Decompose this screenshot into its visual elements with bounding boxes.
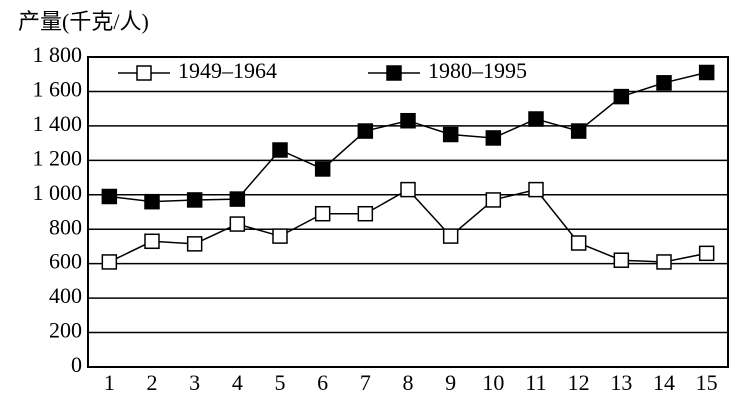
- point: [229, 191, 246, 207]
- y-tick-label: 1 800: [33, 42, 83, 67]
- point: [186, 192, 203, 208]
- point: [400, 181, 416, 198]
- y-tick-label: 800: [49, 214, 82, 239]
- point: [314, 205, 331, 222]
- y-tick-label: 1 000: [33, 180, 83, 205]
- legend-marker: [386, 65, 402, 81]
- x-tick-label: 9: [445, 370, 456, 395]
- x-tick-label: 3: [189, 370, 200, 395]
- x-tick-label: 6: [317, 370, 328, 395]
- x-tick-label: 1: [104, 370, 115, 395]
- point: [656, 254, 672, 270]
- y-tick-label: 600: [49, 249, 82, 274]
- y-tick-label: 1 400: [33, 111, 83, 136]
- point: [314, 161, 331, 177]
- point: [485, 192, 502, 208]
- point: [528, 181, 544, 198]
- y-tick-label: 0: [71, 352, 82, 377]
- point: [570, 235, 587, 251]
- point: [101, 188, 118, 205]
- point: [400, 112, 416, 129]
- point: [272, 228, 288, 244]
- x-tick-label: 2: [147, 370, 158, 395]
- x-tick-label: 13: [610, 370, 632, 395]
- x-tick-label: 14: [653, 370, 675, 395]
- x-tick-label: 11: [525, 370, 546, 395]
- legend-label: 1949–1964: [178, 58, 277, 83]
- x-tick-label: 4: [232, 370, 243, 395]
- point: [656, 75, 672, 91]
- x-tick-label: 10: [482, 370, 504, 395]
- legend-marker: [136, 65, 152, 81]
- point: [442, 228, 459, 244]
- y-tick-label: 1 200: [33, 145, 83, 170]
- point: [272, 142, 288, 158]
- y-tick-label: 1 600: [33, 76, 83, 101]
- chart-title: 产量(千克/人): [18, 9, 149, 34]
- x-tick-label: 15: [696, 370, 718, 395]
- point: [357, 205, 374, 222]
- point: [485, 130, 502, 146]
- point: [357, 123, 374, 139]
- point: [528, 111, 544, 127]
- legend-label: 1980–1995: [428, 58, 527, 83]
- point: [613, 252, 630, 268]
- point: [442, 126, 459, 143]
- point: [144, 233, 160, 250]
- point: [698, 64, 715, 81]
- y-tick-label: 400: [49, 283, 82, 308]
- point: [186, 236, 203, 252]
- point: [698, 245, 715, 262]
- point: [570, 123, 587, 139]
- x-tick-label: 8: [403, 370, 414, 395]
- point: [613, 88, 630, 105]
- point: [144, 193, 160, 210]
- point: [101, 254, 118, 270]
- x-tick-label: 5: [275, 370, 286, 395]
- point: [229, 216, 246, 232]
- x-tick-label: 7: [360, 370, 371, 395]
- y-tick-label: 200: [49, 318, 82, 343]
- plot-frame: [87, 56, 729, 368]
- x-tick-label: 12: [568, 370, 590, 395]
